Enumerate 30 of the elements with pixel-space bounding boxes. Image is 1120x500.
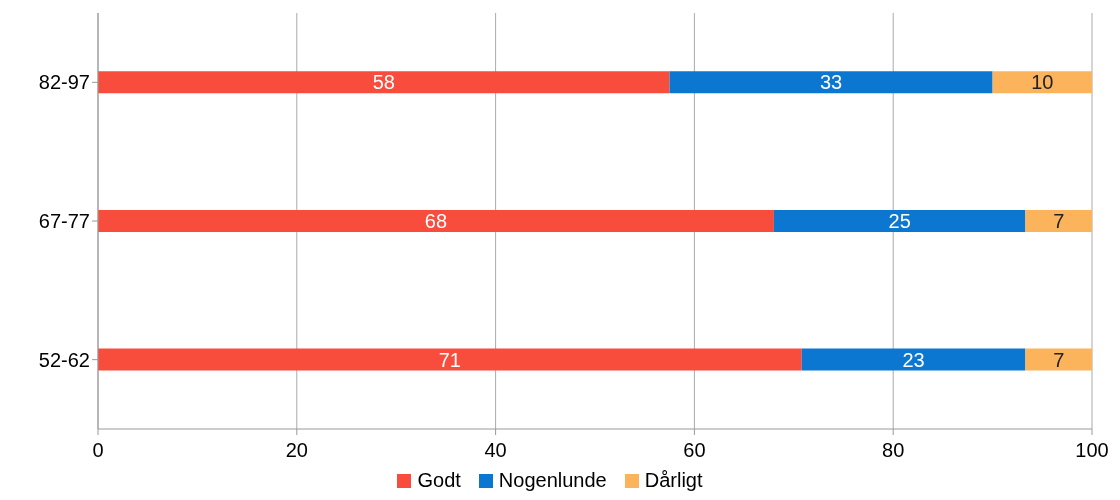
data-label: 58 xyxy=(372,71,395,94)
bar xyxy=(773,209,1026,232)
data-label: 68 xyxy=(424,209,448,232)
legend-label: Nogenlunde xyxy=(497,469,607,492)
legend-label: Godt xyxy=(416,469,461,492)
data-label: 25 xyxy=(888,209,911,232)
bar xyxy=(801,348,1026,371)
x-tick-label: 80 xyxy=(882,439,905,462)
bar xyxy=(669,71,993,94)
legend-label: Dårligt xyxy=(643,469,703,492)
x-tick-label: 100 xyxy=(1075,439,1109,462)
bar xyxy=(1025,348,1092,371)
bar xyxy=(98,71,670,94)
data-label: 71 xyxy=(438,348,461,371)
data-label: 23 xyxy=(902,348,925,371)
data-label: 33 xyxy=(819,71,843,94)
data-label: 7 xyxy=(1053,348,1065,371)
x-tick-label: 0 xyxy=(92,439,104,462)
bar xyxy=(98,209,774,232)
data-label: 10 xyxy=(1031,71,1054,94)
x-tick-label: 60 xyxy=(683,439,706,462)
y-tick-label: 67-77 xyxy=(38,210,90,233)
x-tick-label: 40 xyxy=(484,439,507,462)
bar xyxy=(98,348,802,371)
y-tick-label: 52-62 xyxy=(38,348,90,371)
y-tick-label: 82-97 xyxy=(38,71,90,94)
bar xyxy=(992,71,1092,94)
data-label: 7 xyxy=(1053,209,1065,232)
bar xyxy=(1025,209,1092,232)
x-tick-label: 20 xyxy=(285,439,308,462)
